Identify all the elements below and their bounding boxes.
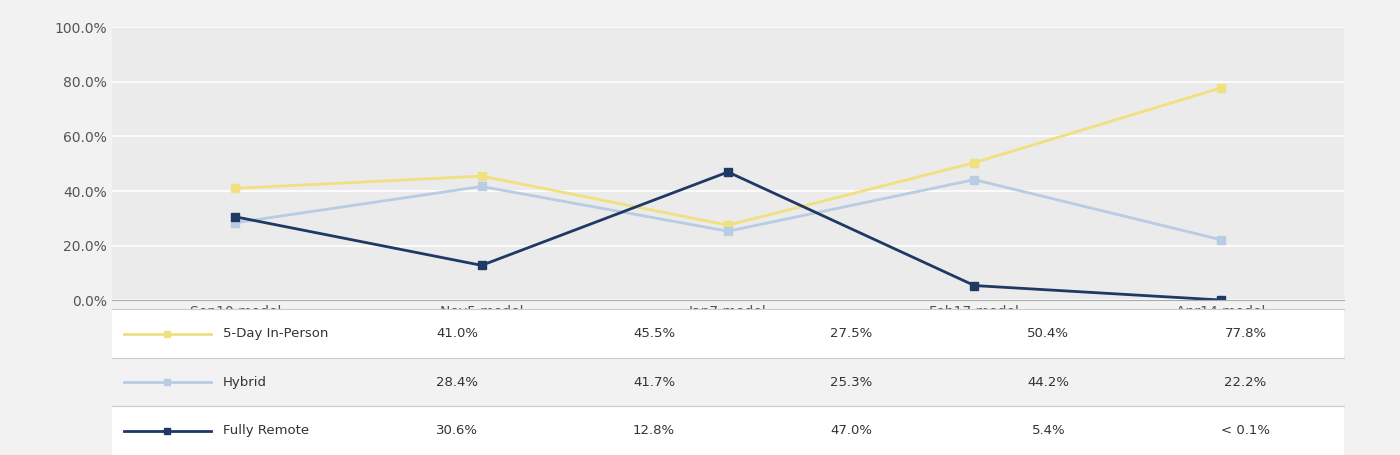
Bar (112, 309, 1344, 358)
Text: 41.0%: 41.0% (435, 327, 477, 340)
Text: 25.3%: 25.3% (830, 376, 872, 389)
Text: 41.7%: 41.7% (633, 376, 675, 389)
Text: < 0.1%: < 0.1% (1221, 424, 1270, 437)
Text: 47.0%: 47.0% (830, 424, 872, 437)
Text: 30.6%: 30.6% (435, 424, 477, 437)
Text: Hybrid: Hybrid (223, 376, 267, 389)
Text: 44.2%: 44.2% (1028, 376, 1070, 389)
Text: 27.5%: 27.5% (830, 327, 872, 340)
Text: 77.8%: 77.8% (1225, 327, 1267, 340)
Text: 5.4%: 5.4% (1032, 424, 1065, 437)
Text: Fully Remote: Fully Remote (223, 424, 309, 437)
Text: 22.2%: 22.2% (1225, 376, 1267, 389)
Text: 12.8%: 12.8% (633, 424, 675, 437)
Text: 45.5%: 45.5% (633, 327, 675, 340)
Text: 50.4%: 50.4% (1028, 327, 1070, 340)
Text: 28.4%: 28.4% (435, 376, 477, 389)
Bar (112, 358, 1344, 406)
Text: 5-Day In-Person: 5-Day In-Person (223, 327, 328, 340)
Bar (112, 406, 1344, 455)
